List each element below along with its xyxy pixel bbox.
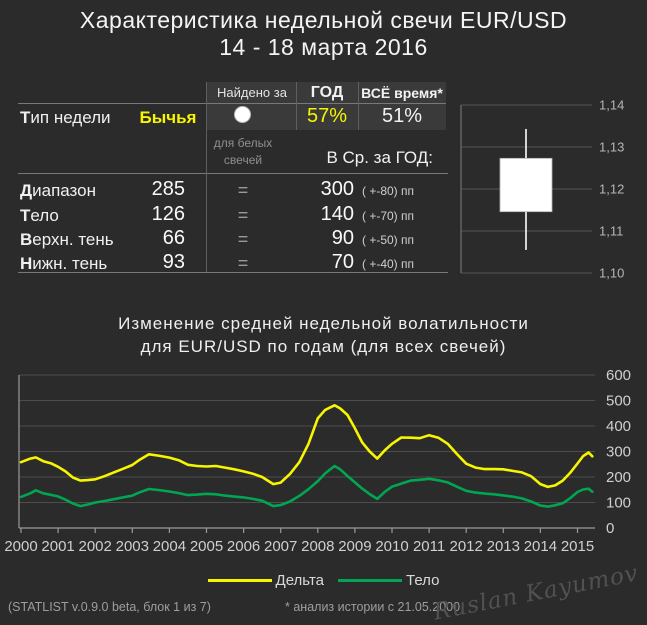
svg-text:2002: 2002: [79, 538, 112, 555]
row-average: 140: [320, 203, 354, 225]
row-value: 66: [162, 227, 185, 249]
row-label: Тело: [20, 206, 59, 225]
svg-text:2008: 2008: [301, 538, 334, 555]
chart-legend: Дельта Тело: [0, 572, 647, 589]
white-candles-note: для белых свечей: [213, 136, 273, 167]
equals-sign: =: [237, 205, 249, 225]
svg-text:200: 200: [606, 469, 631, 486]
candlestick-chart: 1,14 1,13 1,12 1,11 1,10: [460, 98, 624, 281]
legend-item-delta: Дельта: [207, 572, 324, 589]
week-type-alltime-pct: 51%: [381, 105, 423, 127]
svg-text:2000: 2000: [4, 538, 37, 555]
svg-text:600: 600: [606, 367, 631, 384]
svg-text:2013: 2013: [487, 538, 520, 555]
author-watermark: Ruslan Kayumov: [431, 560, 641, 625]
row-average: 300: [320, 178, 354, 200]
delta-line-sample-icon: [207, 579, 272, 582]
svg-text:2015: 2015: [561, 538, 594, 555]
svg-text:300: 300: [606, 444, 631, 461]
page-title-line2: 14 - 18 марта 2016: [219, 34, 428, 60]
svg-text:2004: 2004: [153, 538, 186, 555]
row-label: Нижн. тень: [20, 254, 108, 273]
row-value: 285: [151, 178, 185, 200]
row-average: 70: [331, 251, 354, 273]
column-header-found-for: Найдено за: [217, 85, 287, 100]
svg-text:1,13: 1,13: [599, 140, 624, 155]
svg-text:2011: 2011: [413, 538, 445, 555]
row-label: Верхн. тень: [20, 230, 114, 249]
equals-sign: =: [237, 229, 249, 249]
row-label: Диапазон: [20, 181, 96, 200]
row-tolerance: ( +-40) пп: [362, 257, 415, 271]
svg-text:1,10: 1,10: [599, 266, 624, 281]
telo-line-sample-icon: [338, 579, 402, 582]
week-type-value: Бычья: [139, 108, 197, 127]
svg-text:0: 0: [606, 520, 614, 537]
svg-text:1,14: 1,14: [599, 98, 624, 113]
column-header-all-time: ВСЁ время*: [361, 85, 443, 101]
week-stats-table: Найдено за ГОД ВСЁ время* Тип недели Быч…: [18, 82, 448, 277]
row-tolerance: ( +-50) пп: [362, 233, 415, 247]
avg-per-year-header: В Ср. за ГОД:: [326, 148, 433, 167]
app-version-text: (STATLIST v.0.9.0 beta, блок 1 из 7): [8, 600, 211, 614]
svg-text:500: 500: [606, 393, 631, 410]
svg-text:2003: 2003: [116, 538, 149, 555]
svg-text:2005: 2005: [190, 538, 223, 555]
svg-text:2001: 2001: [41, 538, 74, 555]
svg-text:2006: 2006: [227, 538, 260, 555]
svg-text:2012: 2012: [450, 538, 483, 555]
table-divider-2: [296, 82, 297, 130]
equals-sign: =: [237, 180, 249, 200]
volatility-chart-title: Изменение средней недельной волатильност…: [118, 314, 529, 356]
legend-item-telo: Тело: [338, 572, 439, 589]
table-rule-top: [18, 103, 446, 104]
history-note-text: * анализ истории с 21.05.2000: [285, 600, 461, 614]
svg-text:400: 400: [606, 418, 631, 435]
row-tolerance: ( +-80) пп: [362, 184, 415, 198]
svg-text:100: 100: [606, 495, 631, 512]
table-divider-1: [206, 82, 207, 272]
page-title-line1: Характеристика недельной свечи EUR/USD: [79, 7, 568, 33]
svg-text:2014: 2014: [524, 538, 557, 555]
white-candle-marker-icon: [234, 106, 251, 123]
page-title: Характеристика недельной свечи EUR/USD 1…: [0, 7, 647, 61]
week-type-year-pct: 57%: [306, 105, 348, 127]
row-value: 93: [162, 251, 185, 273]
svg-text:2009: 2009: [338, 538, 371, 555]
row-tolerance: ( +-70) пп: [362, 209, 415, 223]
row-value: 126: [151, 203, 185, 225]
svg-text:2010: 2010: [375, 538, 408, 555]
svg-text:1,12: 1,12: [599, 182, 624, 197]
svg-text:2007: 2007: [264, 538, 297, 555]
legend-label-telo: Тело: [406, 572, 440, 589]
row-average: 90: [331, 227, 354, 249]
table-divider-3: [358, 82, 359, 130]
table-rule-middle: [18, 173, 448, 174]
column-header-year: ГОД: [310, 84, 344, 101]
week-type-label: Тип недели: [20, 108, 111, 127]
svg-text:1,11: 1,11: [599, 224, 623, 239]
legend-label-delta: Дельта: [275, 572, 324, 589]
equals-sign: =: [237, 253, 249, 273]
table-rule-bottom: [18, 272, 448, 273]
